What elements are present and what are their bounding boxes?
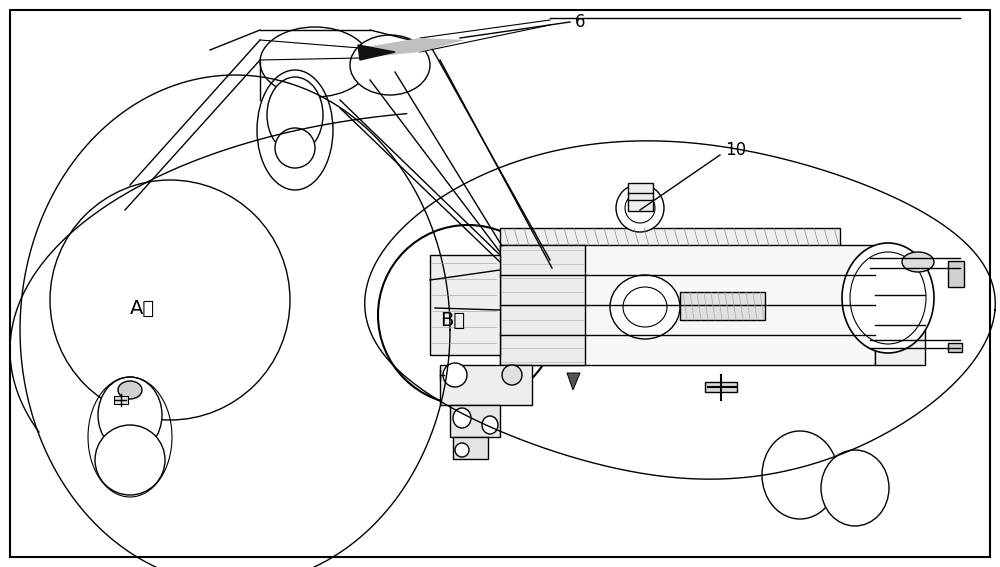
Bar	[705, 382, 737, 392]
Bar	[430, 255, 500, 355]
Ellipse shape	[378, 225, 558, 405]
Bar	[453, 437, 488, 459]
Polygon shape	[567, 373, 580, 390]
Polygon shape	[358, 45, 395, 60]
Ellipse shape	[821, 450, 889, 526]
Bar	[948, 343, 962, 352]
Ellipse shape	[502, 365, 522, 385]
Text: 10: 10	[725, 141, 746, 159]
Ellipse shape	[118, 381, 142, 399]
Bar	[628, 183, 653, 211]
Text: A轴: A轴	[130, 298, 155, 318]
Ellipse shape	[350, 35, 430, 95]
Bar	[500, 245, 875, 365]
Ellipse shape	[455, 443, 469, 457]
Bar	[500, 245, 585, 365]
Ellipse shape	[443, 363, 467, 387]
Ellipse shape	[762, 431, 838, 519]
Ellipse shape	[95, 425, 165, 495]
Ellipse shape	[482, 416, 498, 434]
Text: 6: 6	[575, 13, 586, 31]
Ellipse shape	[616, 184, 664, 232]
Ellipse shape	[260, 27, 370, 97]
Bar	[948, 261, 964, 287]
Bar	[114, 396, 128, 404]
Polygon shape	[360, 38, 465, 58]
Bar	[450, 405, 500, 437]
Ellipse shape	[610, 275, 680, 339]
Ellipse shape	[267, 77, 323, 153]
Bar	[440, 365, 532, 405]
Ellipse shape	[98, 377, 162, 453]
Bar	[500, 228, 840, 246]
Ellipse shape	[275, 128, 315, 168]
Bar	[875, 265, 925, 365]
Bar	[680, 292, 765, 320]
Text: B轴: B轴	[440, 311, 465, 329]
Ellipse shape	[50, 180, 290, 420]
Ellipse shape	[842, 243, 934, 353]
Ellipse shape	[902, 252, 934, 272]
Ellipse shape	[453, 408, 471, 428]
